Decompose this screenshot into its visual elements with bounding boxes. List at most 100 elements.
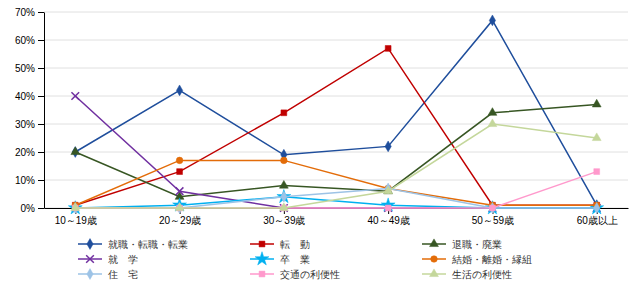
legend-marker bbox=[431, 256, 438, 263]
x-tick-label: 50～59歳 bbox=[472, 215, 514, 226]
legend-item: 生活の利便性 bbox=[422, 269, 512, 280]
series-point bbox=[281, 191, 287, 202]
legend: 就職・転職・転業 転 動 退職・廃業就 学 卒 業 結婚・離婚・縁組住 宅 交通の利便性 生… bbox=[78, 239, 532, 280]
grid-line bbox=[44, 124, 628, 125]
series-point bbox=[281, 157, 288, 164]
series bbox=[72, 157, 600, 208]
grid-line bbox=[44, 68, 628, 69]
plot: 0%10%20%30%40%50%60%70%10～19歳20～29歳30～39… bbox=[15, 7, 629, 280]
series-point bbox=[381, 198, 395, 211]
y-tick-label: 60% bbox=[15, 35, 35, 46]
legend-item: 交通の利便性 bbox=[250, 269, 340, 280]
legend-marker bbox=[259, 271, 265, 277]
series-point bbox=[592, 99, 601, 107]
y-tick-label: 70% bbox=[15, 7, 35, 18]
series bbox=[71, 92, 600, 212]
legend-label: 退職・廃業 bbox=[452, 239, 502, 250]
grid-line bbox=[44, 40, 628, 41]
legend-label: 就職・転職・転業 bbox=[108, 239, 188, 250]
grid-line bbox=[44, 152, 628, 153]
x-tick-label: 60歳以上 bbox=[577, 215, 618, 226]
series-point bbox=[385, 205, 391, 211]
series-point bbox=[176, 85, 182, 96]
legend-label: 結婚・離婚・縁組 bbox=[451, 254, 532, 265]
y-tick-mark bbox=[38, 180, 44, 181]
legend-marker bbox=[430, 269, 439, 277]
chart: 0%10%20%30%40%50%60%70%10～19歳20～29歳30～39… bbox=[0, 0, 644, 300]
legend-item: 就職・転職・転業 bbox=[78, 239, 188, 250]
series-point bbox=[71, 203, 80, 211]
series-point bbox=[177, 169, 183, 175]
series-line bbox=[75, 124, 596, 208]
legend-label: 卒 業 bbox=[280, 254, 310, 265]
y-tick-mark bbox=[38, 96, 44, 97]
series-point bbox=[385, 141, 391, 152]
legend-marker bbox=[87, 269, 93, 280]
legend-marker bbox=[259, 241, 265, 247]
y-tick: 20% bbox=[15, 147, 44, 158]
legend-item: 住 宅 bbox=[78, 269, 138, 280]
series-point bbox=[176, 187, 184, 195]
series-line bbox=[75, 172, 596, 208]
grid-line bbox=[44, 96, 628, 97]
series bbox=[71, 99, 601, 199]
y-tick: 60% bbox=[15, 35, 44, 46]
legend-item: 就 学 bbox=[78, 254, 138, 265]
legend-label: 交通の利便性 bbox=[280, 269, 340, 280]
series-point bbox=[490, 205, 496, 211]
legend-item: 退職・廃業 bbox=[422, 239, 502, 250]
y-tick: 50% bbox=[15, 63, 44, 74]
y-tick: 10% bbox=[15, 175, 44, 186]
series-point bbox=[489, 15, 495, 26]
y-axis-line bbox=[44, 13, 45, 209]
y-tick: 30% bbox=[15, 119, 44, 130]
y-tick-mark bbox=[38, 152, 44, 153]
x-tick-label: 20～29歳 bbox=[159, 215, 201, 226]
y-tick: 40% bbox=[15, 91, 44, 102]
legend-label: 就 学 bbox=[108, 254, 138, 265]
series-point bbox=[71, 92, 79, 100]
series-point bbox=[175, 203, 184, 211]
series-point bbox=[71, 147, 80, 155]
series bbox=[72, 45, 599, 208]
series-line bbox=[75, 20, 596, 205]
series bbox=[72, 15, 600, 211]
legend-label: 生活の利便性 bbox=[452, 269, 512, 280]
y-tick-label: 40% bbox=[15, 91, 35, 102]
y-tick-label: 10% bbox=[15, 175, 35, 186]
y-tick-label: 50% bbox=[15, 63, 35, 74]
y-tick-mark bbox=[38, 208, 44, 209]
y-tick-mark bbox=[38, 12, 44, 13]
legend-item: 結婚・離婚・縁組 bbox=[422, 254, 532, 265]
y-tick-label: 0% bbox=[21, 203, 36, 214]
series-point bbox=[279, 180, 288, 188]
legend-label: 住 宅 bbox=[108, 269, 138, 280]
series-group bbox=[68, 15, 603, 214]
series-point bbox=[594, 169, 600, 175]
series bbox=[72, 169, 599, 211]
series-point bbox=[385, 45, 391, 51]
y-tick-label: 20% bbox=[15, 147, 35, 158]
series-point bbox=[489, 204, 497, 212]
series-point bbox=[489, 203, 495, 214]
x-tick-label: 10～19歳 bbox=[55, 215, 97, 226]
legend-item: 転 動 bbox=[250, 239, 310, 250]
series-point bbox=[176, 157, 183, 164]
y-tick-mark bbox=[38, 124, 44, 125]
series-point bbox=[488, 119, 497, 127]
series-point bbox=[594, 203, 600, 214]
series-point bbox=[384, 186, 393, 194]
y-tick: 70% bbox=[15, 7, 44, 18]
legend-label: 転 動 bbox=[280, 239, 310, 250]
legend-marker bbox=[430, 239, 439, 247]
series-point bbox=[488, 108, 497, 116]
series-point bbox=[279, 203, 288, 211]
series-point bbox=[281, 110, 287, 116]
x-tick-label: 40～49歳 bbox=[368, 215, 410, 226]
y-tick-mark bbox=[38, 68, 44, 69]
series-point bbox=[592, 133, 601, 141]
y-tick: 0% bbox=[21, 203, 44, 214]
legend-marker bbox=[87, 239, 93, 250]
y-tick-label: 30% bbox=[15, 119, 35, 130]
legend-marker bbox=[86, 255, 94, 263]
